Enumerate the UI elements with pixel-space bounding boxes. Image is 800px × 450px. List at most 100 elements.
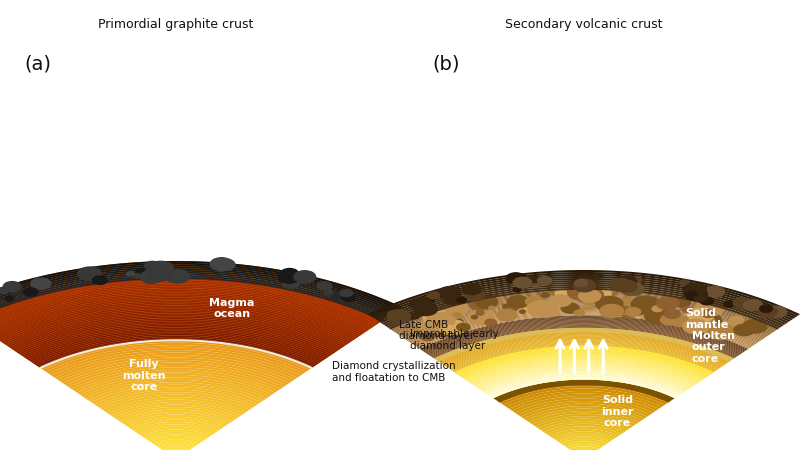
- Polygon shape: [566, 444, 602, 450]
- Text: Fully
molten
core: Fully molten core: [122, 359, 166, 392]
- Polygon shape: [446, 338, 722, 367]
- Polygon shape: [397, 295, 771, 334]
- Polygon shape: [0, 266, 396, 313]
- Text: (b): (b): [432, 54, 459, 73]
- Circle shape: [694, 313, 722, 328]
- Polygon shape: [483, 371, 685, 392]
- Polygon shape: [546, 426, 622, 436]
- Polygon shape: [49, 348, 303, 376]
- Polygon shape: [398, 296, 770, 335]
- Polygon shape: [3, 308, 349, 345]
- Circle shape: [562, 303, 579, 313]
- Polygon shape: [450, 341, 718, 369]
- Circle shape: [620, 282, 644, 296]
- Polygon shape: [77, 373, 275, 395]
- Circle shape: [659, 299, 667, 304]
- Polygon shape: [0, 301, 357, 340]
- Circle shape: [426, 312, 455, 328]
- Polygon shape: [538, 418, 630, 430]
- Circle shape: [166, 270, 190, 283]
- Polygon shape: [0, 289, 370, 330]
- Polygon shape: [119, 410, 233, 423]
- Polygon shape: [481, 369, 687, 391]
- Polygon shape: [51, 350, 301, 378]
- Circle shape: [649, 310, 669, 321]
- Polygon shape: [482, 369, 686, 392]
- Circle shape: [527, 301, 556, 317]
- Circle shape: [733, 297, 752, 308]
- Polygon shape: [10, 313, 342, 349]
- Polygon shape: [456, 347, 712, 373]
- Polygon shape: [1, 306, 351, 343]
- Polygon shape: [464, 354, 704, 379]
- Polygon shape: [446, 339, 722, 368]
- Polygon shape: [415, 311, 753, 346]
- Circle shape: [591, 288, 611, 300]
- Circle shape: [317, 282, 332, 290]
- Polygon shape: [122, 412, 230, 425]
- Polygon shape: [0, 296, 362, 336]
- Polygon shape: [88, 382, 264, 402]
- Circle shape: [742, 320, 767, 333]
- Polygon shape: [46, 345, 306, 374]
- Polygon shape: [386, 286, 782, 328]
- Circle shape: [518, 300, 538, 311]
- Circle shape: [440, 301, 468, 316]
- Polygon shape: [413, 309, 755, 345]
- Polygon shape: [0, 281, 380, 324]
- Text: Molten
outer
core: Molten outer core: [691, 331, 734, 364]
- Polygon shape: [561, 439, 607, 446]
- Polygon shape: [458, 349, 710, 376]
- Polygon shape: [0, 274, 388, 319]
- Circle shape: [150, 269, 171, 281]
- Polygon shape: [474, 362, 694, 386]
- Circle shape: [457, 324, 470, 331]
- Polygon shape: [445, 337, 723, 366]
- Polygon shape: [392, 291, 776, 331]
- Polygon shape: [97, 390, 255, 408]
- Circle shape: [414, 302, 438, 315]
- Polygon shape: [11, 315, 341, 350]
- Polygon shape: [418, 314, 750, 349]
- Polygon shape: [128, 417, 224, 429]
- Circle shape: [526, 276, 538, 283]
- Polygon shape: [0, 291, 368, 332]
- Polygon shape: [150, 437, 202, 444]
- Circle shape: [441, 325, 457, 334]
- Polygon shape: [4, 309, 348, 345]
- Polygon shape: [438, 331, 730, 362]
- Polygon shape: [0, 288, 371, 329]
- Circle shape: [690, 315, 715, 329]
- Text: Solid
mantle: Solid mantle: [685, 308, 728, 330]
- Polygon shape: [69, 365, 283, 389]
- Polygon shape: [470, 359, 698, 383]
- Polygon shape: [0, 277, 384, 321]
- Circle shape: [519, 310, 526, 313]
- Circle shape: [600, 305, 623, 318]
- Polygon shape: [437, 330, 731, 361]
- Circle shape: [426, 298, 434, 302]
- Circle shape: [294, 271, 316, 283]
- Polygon shape: [503, 388, 665, 407]
- Polygon shape: [442, 335, 726, 365]
- Polygon shape: [17, 320, 335, 353]
- Circle shape: [281, 269, 298, 279]
- Polygon shape: [0, 279, 382, 323]
- Polygon shape: [477, 365, 691, 387]
- Polygon shape: [6, 310, 346, 347]
- Circle shape: [410, 297, 432, 310]
- Polygon shape: [148, 434, 204, 442]
- Polygon shape: [394, 293, 774, 333]
- Polygon shape: [125, 414, 227, 427]
- Polygon shape: [487, 374, 681, 396]
- Circle shape: [737, 304, 746, 310]
- Polygon shape: [0, 261, 402, 309]
- Polygon shape: [0, 272, 390, 317]
- Circle shape: [428, 292, 440, 299]
- Circle shape: [288, 274, 302, 282]
- Polygon shape: [491, 378, 677, 397]
- Circle shape: [31, 278, 51, 289]
- Polygon shape: [35, 335, 317, 365]
- Circle shape: [652, 306, 662, 312]
- Circle shape: [513, 288, 521, 292]
